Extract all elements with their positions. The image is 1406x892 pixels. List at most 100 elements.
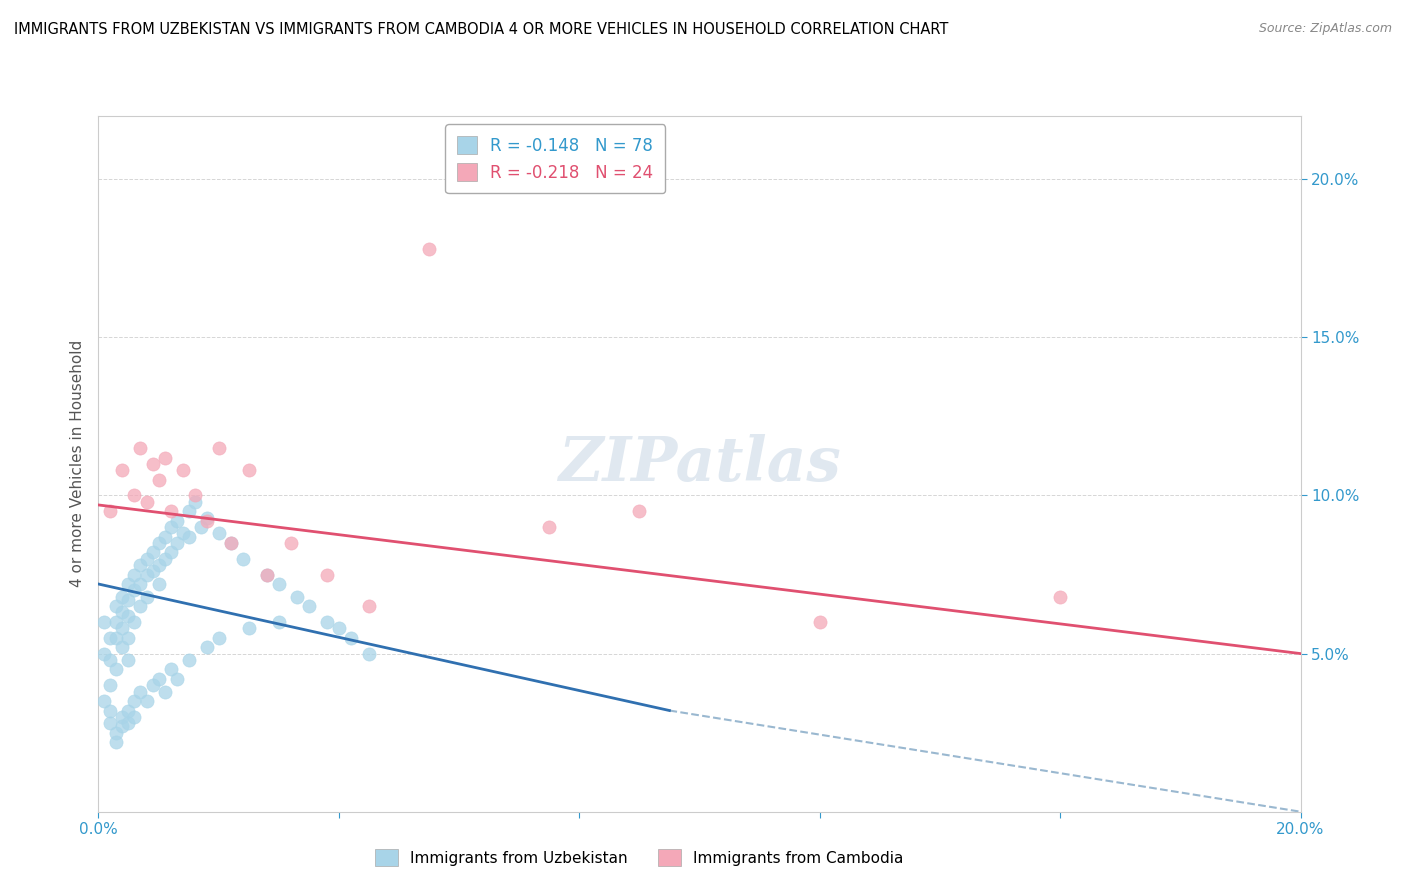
Point [183, 488, 205, 502]
Point [111, 590, 134, 604]
Point [135, 551, 157, 566]
Point [172, 463, 194, 477]
Point [177, 530, 200, 544]
Point [357, 647, 380, 661]
Point [100, 678, 122, 692]
Point [256, 567, 278, 582]
Point [129, 684, 152, 698]
Point [256, 567, 278, 582]
Point [285, 590, 308, 604]
Point [124, 694, 146, 708]
Point [159, 504, 181, 518]
Point [153, 551, 176, 566]
Point [357, 599, 380, 614]
Point [129, 441, 152, 455]
Point [124, 710, 146, 724]
Point [135, 694, 157, 708]
Point [111, 606, 134, 620]
Point [129, 599, 152, 614]
Point [100, 716, 122, 731]
Point [117, 592, 139, 607]
Point [148, 473, 170, 487]
Point [166, 514, 188, 528]
Point [141, 457, 163, 471]
Point [238, 621, 260, 635]
Point [105, 735, 128, 749]
Point [117, 577, 139, 591]
Point [129, 558, 152, 572]
Point [328, 621, 350, 635]
Point [105, 615, 128, 629]
Point [124, 488, 146, 502]
Point [280, 536, 302, 550]
Point [219, 536, 242, 550]
Point [105, 599, 128, 614]
Point [208, 631, 231, 645]
Point [111, 710, 134, 724]
Point [166, 672, 188, 686]
Point [195, 640, 218, 655]
Point [93, 694, 115, 708]
Point [340, 631, 363, 645]
Point [111, 719, 134, 733]
Point [232, 551, 254, 566]
Point [105, 725, 128, 739]
Point [159, 662, 181, 676]
Point [148, 672, 170, 686]
Point [1049, 590, 1071, 604]
Point [148, 577, 170, 591]
Point [135, 567, 157, 582]
Point [100, 704, 122, 718]
Point [124, 583, 146, 598]
Text: Source: ZipAtlas.com: Source: ZipAtlas.com [1258, 22, 1392, 36]
Point [117, 704, 139, 718]
Point [183, 495, 205, 509]
Point [93, 615, 115, 629]
Point [135, 495, 157, 509]
Point [208, 441, 231, 455]
Point [177, 504, 200, 518]
Point [124, 615, 146, 629]
Point [100, 504, 122, 518]
Point [111, 621, 134, 635]
Point [166, 536, 188, 550]
Text: IMMIGRANTS FROM UZBEKISTAN VS IMMIGRANTS FROM CAMBODIA 4 OR MORE VEHICLES IN HOU: IMMIGRANTS FROM UZBEKISTAN VS IMMIGRANTS… [14, 22, 949, 37]
Point [105, 631, 128, 645]
Point [141, 545, 163, 559]
Point [177, 653, 200, 667]
Text: ZIPatlas: ZIPatlas [558, 434, 841, 494]
Point [238, 463, 260, 477]
Point [315, 567, 337, 582]
Point [315, 615, 337, 629]
Point [141, 678, 163, 692]
Point [117, 631, 139, 645]
Point [93, 647, 115, 661]
Point [100, 653, 122, 667]
Point [153, 684, 176, 698]
Point [195, 510, 218, 524]
Point [153, 450, 176, 465]
Point [267, 577, 290, 591]
Point [190, 520, 212, 534]
Point [111, 640, 134, 655]
Point [538, 520, 561, 534]
Point [267, 615, 290, 629]
Point [117, 653, 139, 667]
Point [153, 530, 176, 544]
Point [129, 577, 152, 591]
Point [141, 565, 163, 579]
Point [117, 716, 139, 731]
Point [628, 504, 651, 518]
Point [159, 545, 181, 559]
Point [195, 514, 218, 528]
Point [100, 631, 122, 645]
Point [148, 558, 170, 572]
Point [117, 608, 139, 623]
Point [124, 567, 146, 582]
Point [208, 526, 231, 541]
Y-axis label: 4 or more Vehicles in Household: 4 or more Vehicles in Household [69, 340, 84, 588]
Point [172, 526, 194, 541]
Point [808, 615, 831, 629]
Point [105, 662, 128, 676]
Point [159, 520, 181, 534]
